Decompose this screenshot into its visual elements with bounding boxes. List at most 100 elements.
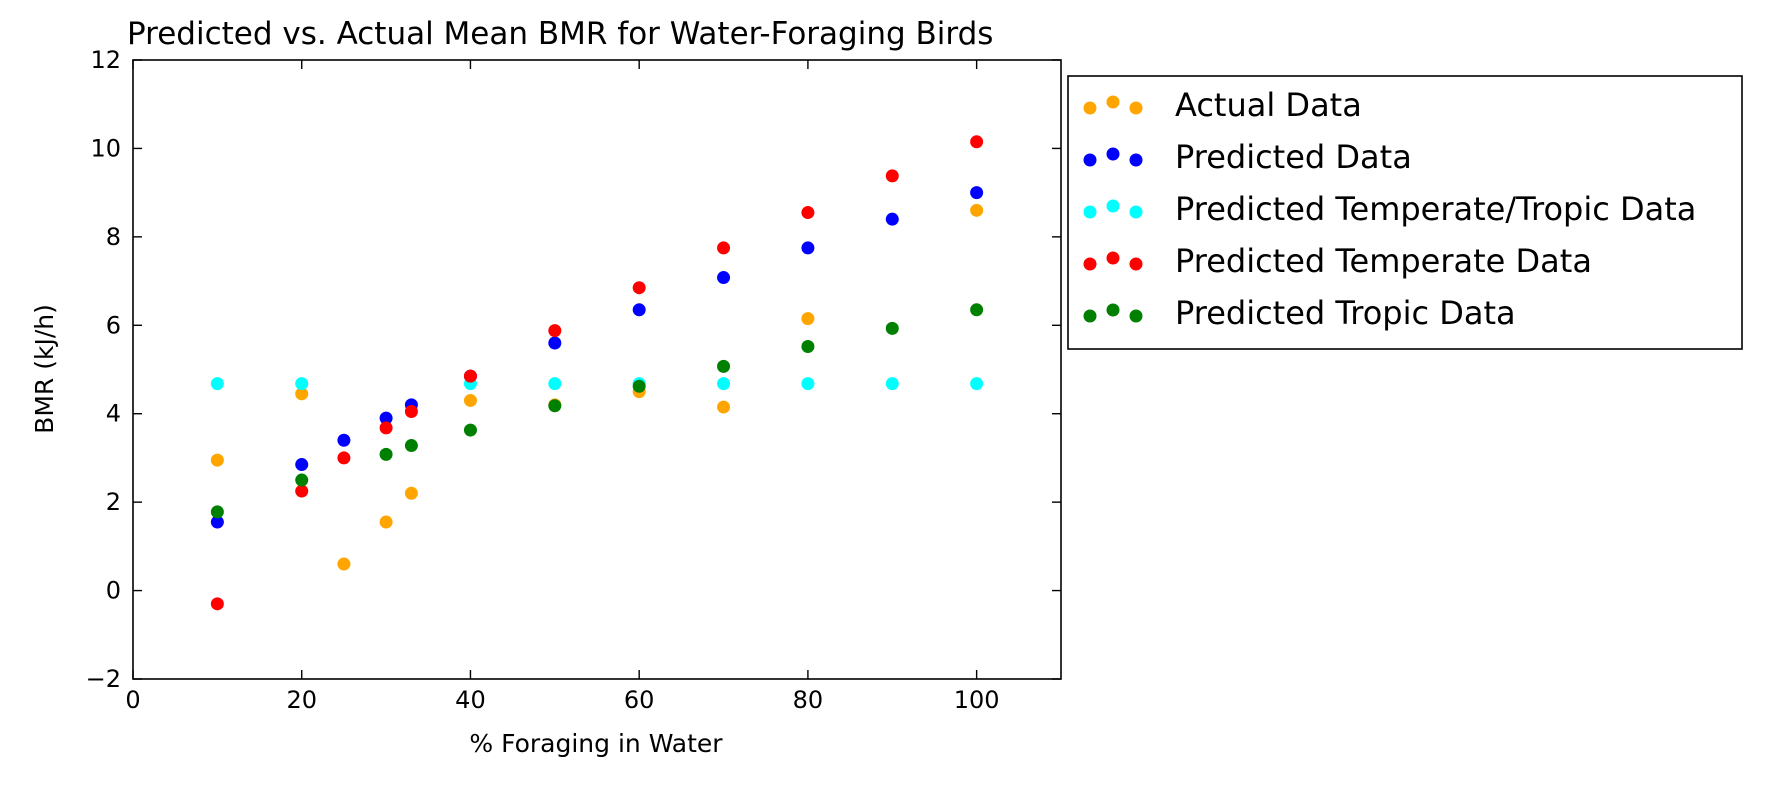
data-point (885, 321, 899, 335)
data-points (210, 135, 984, 611)
data-point (379, 447, 393, 461)
y-tick-label: 12 (90, 46, 121, 74)
data-point (885, 212, 899, 226)
legend-marker (1106, 303, 1120, 317)
data-point (801, 377, 815, 391)
data-point (379, 515, 393, 529)
legend: Actual Data Predicted Data Predicted Tempe… (1067, 75, 1743, 350)
y-tick-label: 8 (106, 223, 121, 251)
data-point (970, 377, 984, 391)
data-point (632, 281, 646, 295)
legend-label: Predicted Data (1175, 138, 1412, 176)
legend-marker (1129, 101, 1143, 115)
legend-label: Predicted Tropic Data (1175, 294, 1516, 332)
data-point (379, 411, 393, 425)
data-point (548, 336, 562, 350)
data-point (404, 439, 418, 453)
data-point (210, 515, 224, 529)
x-tick-label: 100 (954, 686, 1000, 714)
data-point (717, 400, 731, 414)
series-0 (210, 203, 984, 571)
legend-marker (1106, 199, 1120, 213)
legend-marker (1106, 147, 1120, 161)
data-point (885, 169, 899, 183)
data-point (970, 303, 984, 317)
series-4 (210, 303, 984, 519)
data-point (717, 241, 731, 255)
data-point (463, 369, 477, 383)
data-point (970, 186, 984, 200)
data-point (295, 458, 309, 472)
legend-item: Predicted Data (1083, 138, 1412, 176)
data-point (404, 486, 418, 500)
data-point (337, 451, 351, 465)
data-point (463, 393, 477, 407)
data-point (970, 203, 984, 217)
data-point (295, 473, 309, 487)
data-point (210, 377, 224, 391)
series-1 (210, 186, 984, 529)
data-point (295, 387, 309, 401)
data-point (717, 271, 731, 285)
legend-item: Predicted Tropic Data (1083, 294, 1516, 332)
data-point (801, 241, 815, 255)
data-point (717, 377, 731, 391)
x-tick-label: 60 (624, 686, 655, 714)
x-axis-label: % Foraging in Water (469, 729, 723, 758)
data-point (337, 557, 351, 571)
legend-marker (1083, 153, 1097, 167)
y-axis-label: BMR (kJ/h) (30, 304, 59, 434)
data-point (885, 377, 899, 391)
x-tick-label: 40 (455, 686, 486, 714)
legend-item: Predicted Temperate/Tropic Data (1083, 190, 1696, 228)
x-tick-label: 80 (793, 686, 824, 714)
series-3 (210, 135, 984, 611)
x-tick-label: 20 (286, 686, 317, 714)
plot-frame (132, 59, 1062, 680)
data-point (548, 324, 562, 338)
y-tick-label: 0 (106, 577, 121, 605)
data-point (463, 423, 477, 437)
data-point (717, 359, 731, 373)
data-point (404, 405, 418, 419)
legend-marker (1083, 309, 1097, 323)
legend-marker (1106, 251, 1120, 265)
data-point (801, 340, 815, 354)
legend-marker (1083, 205, 1097, 219)
data-point (379, 421, 393, 435)
legend-marker (1129, 153, 1143, 167)
data-point (337, 433, 351, 447)
legend-label: Actual Data (1175, 86, 1362, 124)
y-tick-label: −2 (86, 665, 121, 693)
legend-box (1067, 75, 1743, 350)
legend-marker (1083, 101, 1097, 115)
data-point (632, 303, 646, 317)
legend-marker (1106, 95, 1120, 109)
x-tick-label: 0 (125, 686, 140, 714)
data-point (632, 379, 646, 393)
data-point (801, 312, 815, 326)
legend-label: Predicted Temperate Data (1175, 242, 1592, 280)
data-point (295, 484, 309, 498)
data-point (801, 206, 815, 220)
data-point (548, 399, 562, 413)
series-2 (210, 377, 984, 391)
data-point (210, 453, 224, 467)
legend-label: Predicted Temperate/Tropic Data (1175, 190, 1696, 228)
y-tick-label: 4 (106, 400, 121, 428)
legend-item: Predicted Temperate Data (1083, 242, 1592, 280)
data-point (970, 135, 984, 149)
data-point (548, 377, 562, 391)
legend-marker (1129, 309, 1143, 323)
y-tick-label: 10 (90, 134, 121, 162)
legend-marker (1129, 205, 1143, 219)
chart-title: Predicted vs. Actual Mean BMR for Water-… (127, 16, 993, 52)
y-tick-label: 6 (106, 311, 121, 339)
legend-item: Actual Data (1083, 86, 1362, 124)
data-point (210, 505, 224, 519)
legend-marker (1083, 257, 1097, 271)
data-point (210, 597, 224, 611)
legend-marker (1129, 257, 1143, 271)
